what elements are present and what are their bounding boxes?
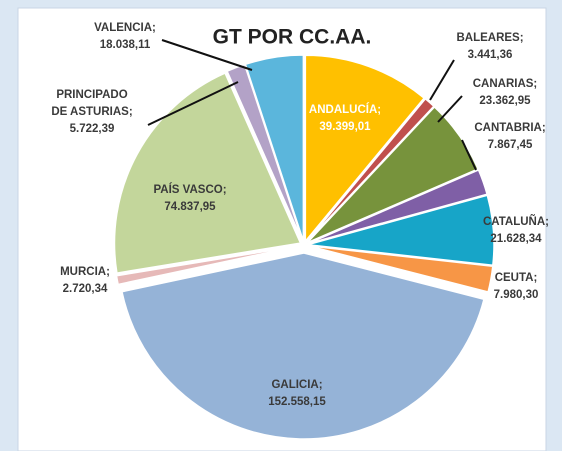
leader-line [461,139,477,171]
pie-slice [113,72,302,274]
category-label: CEUTA; [495,272,538,284]
pie-slice [306,105,480,244]
pie-slice [307,244,494,293]
value-label: 39.399,01 [319,121,371,133]
value-label: 7.867,45 [488,139,533,151]
chart-title: GT POR CC.AA. [213,26,372,49]
category-label: CATALUÑA; [483,215,549,228]
category-label: MURCIA; [60,266,110,278]
category-label: PRINCIPADO DE ASTURIAS; [51,89,132,118]
value-label: 74.837,95 [164,201,216,213]
pie-slice [304,54,426,244]
pie-slice [244,54,305,242]
category-label: VALENCIA; [94,22,156,34]
leader-line [429,59,455,101]
category-label: PAÍS VASCO; [153,183,226,196]
leader-line [437,95,463,123]
category-label: ANDALUCÍA; [309,103,381,116]
pie-slice [121,252,485,440]
pie-slice [115,244,301,286]
leader-line [147,81,239,126]
pie-slice [226,63,304,242]
value-label: 23.362,95 [479,95,531,107]
value-label: 2.720,34 [63,283,108,295]
category-label: GALICIA; [271,379,322,391]
value-label: 18.038,11 [100,39,151,51]
category-label: CANARIAS; [473,78,538,90]
pie-slice [307,168,488,245]
category-label: CANTABRIA; [474,122,545,134]
value-label: 152.558,15 [268,396,326,408]
leader-line [161,39,253,71]
pie-slice [307,194,495,267]
value-label: 21.628,34 [490,233,542,245]
value-label: 7.980,30 [494,289,539,301]
value-label: 5.722,39 [70,123,115,135]
pie-slice [306,97,435,243]
value-label: 3.441,36 [468,49,513,61]
category-label: BALEARES; [456,32,523,44]
